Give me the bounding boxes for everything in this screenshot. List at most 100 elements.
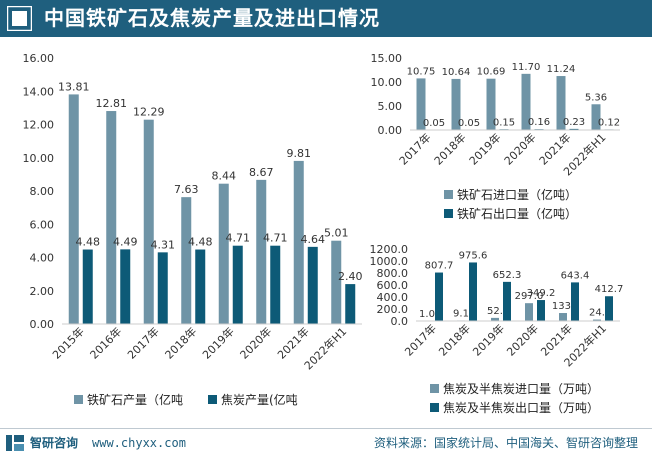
data-label: 5.36	[585, 92, 607, 103]
x-tick-label: 2020年	[501, 130, 538, 167]
bar-series-a	[593, 319, 601, 321]
y-tick-label: 2.00	[30, 285, 55, 298]
data-label: 4.71	[263, 232, 288, 245]
x-tick-label: 2018年	[431, 130, 468, 167]
x-tick-label: 2020年	[504, 321, 541, 358]
data-label: 4.64	[301, 233, 326, 246]
data-label: 4.48	[188, 236, 213, 249]
x-tick-label: 2019年	[199, 324, 236, 361]
x-tick-label: 2015年	[49, 324, 86, 361]
y-tick-label: 10.00	[371, 76, 403, 89]
bar-series-b	[307, 246, 318, 324]
x-tick-label: 2018年	[436, 321, 473, 358]
bar-series-a	[143, 119, 154, 325]
bar-series-b	[435, 272, 443, 321]
data-label: 412.7	[595, 284, 624, 295]
iron-ore-trade-chart: 0.00 5.00 10.00 15.00 10.75 10.64 10.69 11.70 11…	[371, 52, 621, 221]
data-label: 1.0	[419, 309, 435, 320]
bar-series-b	[270, 245, 281, 324]
y-tick-label: 1200.0	[370, 243, 409, 256]
y-tick-label: 800.0	[377, 267, 409, 280]
data-label: 652.3	[493, 270, 522, 281]
data-label: 4.48	[76, 236, 101, 249]
data-label: 11.24	[547, 64, 576, 75]
legend-label: 焦炭及半焦炭进口量（万吨）	[443, 382, 599, 396]
data-label: 5.01	[324, 227, 349, 240]
data-label: 2.40	[338, 270, 363, 283]
legend-swatch	[430, 403, 439, 412]
bar-series-b	[605, 296, 613, 321]
y-tick-label: 0.0	[391, 315, 409, 328]
x-tick-label: 2019年	[470, 321, 507, 358]
title-banner: 中国铁矿石及焦炭产量及进出口情况	[0, 0, 652, 37]
data-label: 10.69	[477, 67, 506, 78]
data-label: 133.	[552, 301, 574, 312]
y-tick-label: 10.00	[23, 152, 55, 165]
x-tick-label: 2021年	[274, 324, 311, 361]
data-label: 4.49	[113, 235, 138, 248]
bar-series-a	[181, 197, 192, 324]
legend-label: 焦炭及半焦炭出口量（万吨）	[443, 401, 599, 415]
data-label: 13.81	[58, 80, 90, 93]
bar-series-b	[195, 249, 206, 324]
footer-divider	[0, 428, 652, 429]
y-tick-label: 6.00	[30, 218, 55, 231]
bar-series-b	[569, 128, 579, 130]
data-label: 4.31	[151, 238, 176, 251]
bar-series-b	[537, 300, 545, 321]
data-label: 10.75	[407, 66, 436, 77]
y-tick-label: 5.00	[378, 100, 403, 113]
bar-series-b	[232, 245, 243, 324]
y-tick-label: 14.00	[23, 85, 55, 98]
y-tick-label: 4.00	[30, 252, 55, 265]
data-label: 0.23	[563, 117, 585, 128]
bar-series-a	[486, 78, 496, 130]
y-tick-label: 1000.0	[370, 255, 409, 268]
y-tick-label: 400.0	[377, 291, 409, 304]
bar-series-a	[416, 78, 426, 130]
footer-source: 资料来源：国家统计局、中国海关、智研咨询整理	[373, 436, 638, 450]
data-label: 7.63	[174, 183, 199, 196]
bar-series-a	[293, 160, 304, 324]
x-tick-label: 2017年	[124, 324, 161, 361]
bar-series-b	[345, 284, 356, 324]
data-label: 0.05	[458, 118, 480, 129]
bar-series-a	[331, 240, 342, 324]
brand-logo-icon	[6, 435, 24, 451]
bar-series-a	[521, 73, 531, 130]
y-tick-label: 0.00	[378, 124, 403, 137]
bar-series-a	[556, 76, 566, 130]
data-label: 12.81	[96, 97, 128, 110]
legend-label: 铁矿石出口量（亿吨）	[457, 206, 577, 221]
bar-series-a	[559, 313, 567, 321]
data-label: 11.70	[512, 62, 541, 73]
bar-series-a	[218, 183, 229, 324]
bar-series-a	[491, 317, 499, 321]
bar-series-b	[157, 252, 168, 324]
y-tick-label: 8.00	[30, 185, 55, 198]
bar-series-b	[120, 249, 131, 324]
x-tick-label: 2020年	[237, 324, 274, 361]
data-label: 643.4	[561, 270, 590, 281]
data-label: 349.2	[527, 288, 556, 299]
legend-label: 焦炭产量(亿吨	[221, 392, 298, 407]
legend-swatch	[444, 190, 453, 199]
data-label: 9.1	[453, 308, 469, 319]
data-label: 4.71	[226, 232, 251, 245]
y-tick-label: 0.00	[30, 318, 55, 331]
data-label: 0.12	[598, 117, 620, 128]
footer-brand: 智研咨询	[30, 436, 79, 450]
x-tick-label: 2019年	[466, 130, 503, 167]
bar-series-a	[256, 179, 267, 324]
footer-url[interactable]: www.chyxx.com	[92, 436, 186, 450]
bar-series-b	[469, 262, 477, 321]
data-label: 297.0	[515, 291, 544, 302]
y-tick-label: 12.00	[23, 119, 55, 132]
y-tick-label: 16.00	[23, 52, 55, 65]
bar-series-b	[503, 281, 511, 321]
data-label: 807.7	[425, 261, 454, 272]
data-label: 0.05	[423, 118, 445, 129]
legend-swatch	[430, 384, 439, 393]
data-label: 10.64	[442, 67, 471, 78]
bar-series-a	[525, 303, 533, 321]
